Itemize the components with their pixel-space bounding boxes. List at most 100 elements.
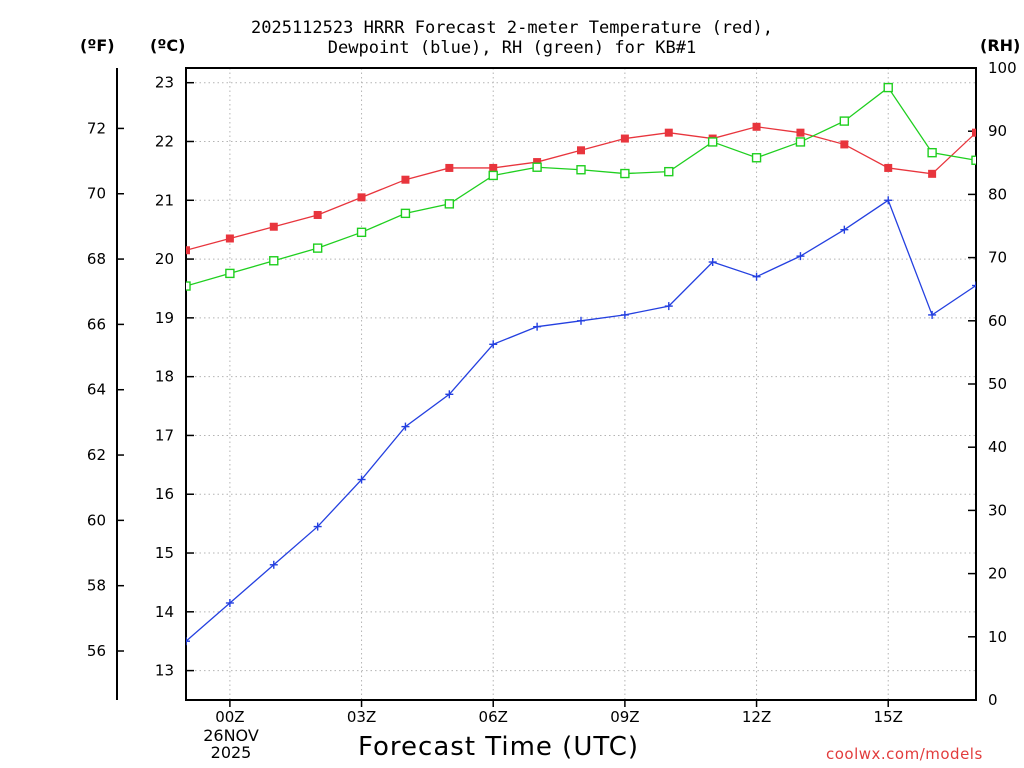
rh-point xyxy=(488,170,498,181)
dewpoint-point xyxy=(313,522,322,531)
rh-point xyxy=(225,268,235,279)
celsius-tick-label: 23 xyxy=(155,74,174,92)
rh-unit-label: (RH) xyxy=(980,36,1021,55)
fahrenheit-tick-label: 66 xyxy=(87,315,106,333)
rh-point xyxy=(532,162,542,172)
dewpoint-point xyxy=(357,475,366,484)
rh-tick-label: 30 xyxy=(988,501,1007,519)
temperature-point xyxy=(752,122,761,131)
rh-point xyxy=(707,137,718,147)
dewpoint-point xyxy=(225,598,234,607)
rh-point xyxy=(883,82,893,93)
dewpoint-point xyxy=(972,281,976,290)
temperature-point xyxy=(664,128,673,137)
fahrenheit-tick-label: 64 xyxy=(87,381,106,399)
grid-layer xyxy=(186,68,976,700)
fahrenheit-tick-label: 58 xyxy=(87,577,106,595)
celsius-tick-label: 17 xyxy=(155,426,174,444)
x-tick-label: 12Z xyxy=(742,708,771,726)
dewpoint-point xyxy=(533,322,542,331)
temperature-point xyxy=(533,158,542,167)
celsius-tick-label: 14 xyxy=(155,603,174,621)
celsius-tick-label: 13 xyxy=(155,662,174,680)
watermark-link[interactable]: coolwx.com/models xyxy=(826,745,983,763)
dewpoint-point xyxy=(401,422,410,431)
rh-tick-label: 50 xyxy=(988,375,1007,393)
rh-tick-label: 100 xyxy=(988,59,1017,77)
rh-point xyxy=(664,166,674,177)
date-year-label: 2025 xyxy=(210,743,252,762)
temperature-point xyxy=(972,128,976,137)
temperature-point xyxy=(445,163,454,172)
dewpoint-point xyxy=(708,258,717,267)
fahrenheit-tick-label: 60 xyxy=(87,511,106,529)
rh-tick-label: 0 xyxy=(988,691,998,709)
rh-point xyxy=(400,208,411,219)
temperature-point xyxy=(884,163,893,172)
celsius-tick-label: 19 xyxy=(155,309,174,327)
rh-point xyxy=(186,281,191,291)
dewpoint-point xyxy=(752,272,761,281)
temperature-point xyxy=(928,169,937,178)
rh-point xyxy=(269,256,279,266)
dewpoint-point xyxy=(577,316,585,325)
axis-layer: 00Z 03Z 06Z 09Z 12Z 15Z 13 14 15 16 17 18 19 20 21 22 23… xyxy=(87,59,1017,726)
rh-point xyxy=(444,199,455,209)
dewpoint-point xyxy=(928,310,937,319)
series-layer xyxy=(186,82,976,646)
plot-frame xyxy=(185,67,977,701)
rh-tick-label: 20 xyxy=(988,565,1007,583)
celsius-unit-label: (ºC) xyxy=(150,36,186,55)
chart-title-line-2: Dewpoint (blue), RH (green) for KB#1 xyxy=(327,38,697,58)
dewpoint-point xyxy=(840,225,849,234)
chart-title-line-1: 2025112523 HRRR Forecast 2-meter Tempera… xyxy=(251,18,773,38)
fahrenheit-tick-label: 70 xyxy=(87,185,106,203)
dewpoint-point xyxy=(620,310,629,319)
rh-series-line xyxy=(186,86,976,287)
fahrenheit-tick-label: 72 xyxy=(87,119,106,137)
rh-point xyxy=(312,243,323,253)
celsius-tick-label: 20 xyxy=(155,250,174,268)
x-tick-label: 09Z xyxy=(610,708,639,726)
celsius-tick-label: 21 xyxy=(155,191,174,209)
celsius-tick-label: 15 xyxy=(155,544,174,562)
temperature-point xyxy=(489,163,498,172)
fahrenheit-tick-label: 68 xyxy=(87,250,106,268)
dewpoint-point xyxy=(489,340,498,349)
dewpoint-series-line xyxy=(186,199,976,642)
celsius-tick-label: 16 xyxy=(155,485,174,503)
temperature-point xyxy=(796,128,805,137)
rh-point xyxy=(795,137,806,147)
dewpoint-point xyxy=(796,252,805,261)
rh-tick-label: 10 xyxy=(988,628,1007,646)
x-tick-label: 00Z xyxy=(215,708,244,726)
temperature-point xyxy=(186,246,190,255)
x-tick-label: 06Z xyxy=(479,708,508,726)
celsius-tick-label: 18 xyxy=(155,368,174,386)
rh-tick-label: 90 xyxy=(988,122,1007,140)
dewpoint-point xyxy=(884,196,893,205)
x-tick-label: 03Z xyxy=(347,708,376,726)
rh-point xyxy=(356,227,367,238)
dewpoint-point xyxy=(186,637,190,646)
temperature-point xyxy=(620,134,629,143)
dewpoint-point xyxy=(445,390,454,399)
temperature-point xyxy=(577,146,585,155)
rh-tick-label: 80 xyxy=(988,185,1007,203)
rh-point xyxy=(971,155,976,165)
rh-tick-label: 70 xyxy=(988,249,1007,267)
temperature-series-line xyxy=(186,126,976,251)
rh-tick-label: 60 xyxy=(988,312,1007,330)
series-group xyxy=(186,82,976,646)
rh-tick-label: 40 xyxy=(988,438,1007,456)
fahrenheit-tick-label: 56 xyxy=(87,642,106,660)
rh-point xyxy=(839,116,850,126)
dewpoint-point xyxy=(664,302,673,311)
dewpoint-point xyxy=(269,560,278,569)
temperature-point xyxy=(313,210,322,219)
fahrenheit-unit-label: (ºF) xyxy=(80,36,115,55)
x-tick-label: 15Z xyxy=(874,708,903,726)
temperature-point xyxy=(840,140,849,149)
fahrenheit-tick-label: 62 xyxy=(87,446,106,464)
